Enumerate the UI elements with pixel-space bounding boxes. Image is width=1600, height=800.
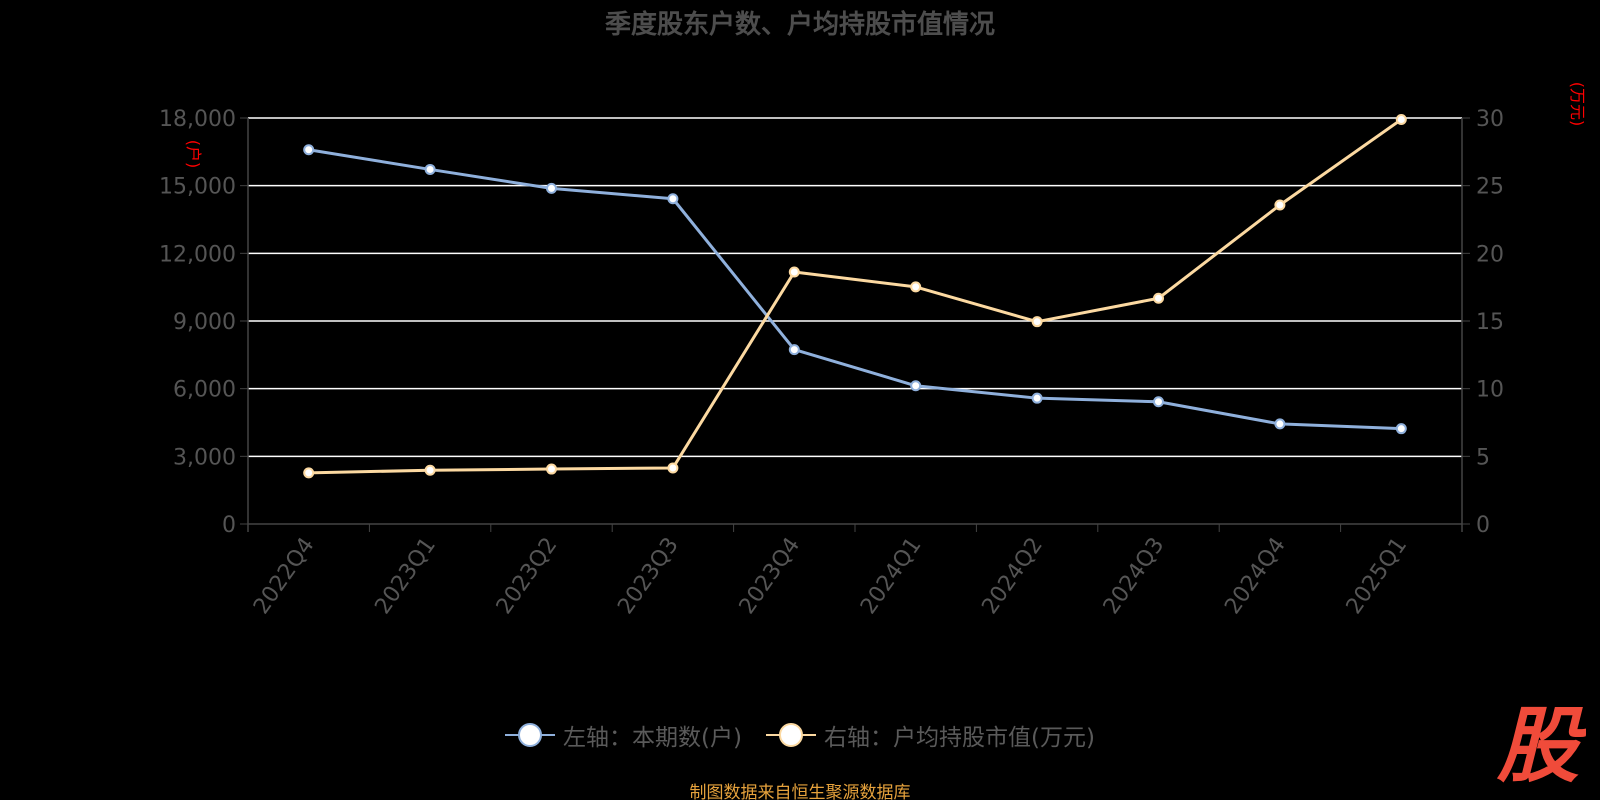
x-axis-category-label: 2025Q1 <box>1342 533 1413 619</box>
series-point-left <box>303 144 315 156</box>
series-point-left <box>546 182 557 194</box>
right-axis-tick-label: 30 <box>1476 107 1504 132</box>
right-axis-tick-label: 10 <box>1476 378 1504 403</box>
legend-label-left-series: 左轴：本期数(户) <box>563 725 742 751</box>
series-line-right <box>308 118 1403 475</box>
series-point-left <box>1395 423 1407 435</box>
right-axis-tick-label: 15 <box>1476 310 1504 335</box>
grid-layer <box>248 117 1462 458</box>
series-point-left <box>1153 396 1164 408</box>
logo-glyph: 股 <box>1496 700 1586 790</box>
left-axis-tick-label: 3,000 <box>173 445 236 470</box>
series-point-left <box>424 163 436 175</box>
x-axis-category-label: 2024Q3 <box>1099 533 1170 619</box>
series-point-right <box>1395 113 1407 125</box>
series-point-left <box>910 380 922 392</box>
x-axis-category-label: 2023Q1 <box>370 533 441 619</box>
x-axis-category-label: 2024Q2 <box>977 533 1048 619</box>
series-point-right <box>424 464 436 476</box>
legend-item-left-series[interactable]: 左轴：本期数(户) <box>505 718 742 752</box>
x-axis-category-label: 2023Q2 <box>492 533 563 619</box>
axis-layer: 0 0 3,000 5 6,000 10 9,000 15 12,000 20 15,000 25 18… <box>159 82 1587 619</box>
series-point-right <box>667 462 679 474</box>
series-point-right <box>1274 199 1286 211</box>
left-axis-tick-label: 6,000 <box>173 378 236 403</box>
series-point-left <box>788 344 800 356</box>
x-axis-category-label: 2023Q4 <box>735 533 806 619</box>
chart-title: 季度股东户数、户均持股市值情况 <box>604 10 995 40</box>
series-point-right <box>1031 316 1043 328</box>
series-point-right <box>910 281 922 293</box>
legend-marker-right-icon <box>766 722 816 748</box>
chart-legend[interactable]: 左轴：本期数(户) 右轴：户均持股市值(万元) <box>0 718 1600 752</box>
right-axis-tick-label: 20 <box>1476 242 1504 267</box>
left-axis-tick-label: 18,000 <box>159 107 236 132</box>
series-point-right <box>1153 292 1164 304</box>
series-point-right <box>546 463 557 475</box>
series-line-left <box>308 148 1402 431</box>
right-axis-unit-label: (万元) <box>1568 82 1587 127</box>
logo-mark: 股 <box>1496 700 1586 790</box>
right-axis-tick-label: 25 <box>1476 175 1504 200</box>
left-axis-tick-label: 12,000 <box>159 242 236 267</box>
series-point-left <box>1274 418 1286 430</box>
right-axis-tick-label: 5 <box>1476 445 1490 470</box>
legend-label-right-series: 右轴：户均持股市值(万元) <box>824 725 1095 751</box>
left-axis-unit-label: (户) <box>184 140 203 169</box>
left-axis-tick-label: 0 <box>222 513 236 538</box>
legend-marker-left-icon <box>505 722 556 748</box>
x-axis-category-label: 2024Q4 <box>1220 533 1291 619</box>
series-point-right <box>788 266 800 278</box>
x-axis-category-label: 2023Q3 <box>613 533 684 619</box>
series-point-left <box>667 193 679 205</box>
left-axis-tick-label: 15,000 <box>159 175 236 200</box>
series-layer <box>303 113 1407 479</box>
left-axis-tick-label: 9,000 <box>173 310 236 335</box>
series-point-left <box>1031 392 1043 404</box>
x-axis-category-label: 2024Q1 <box>856 533 927 619</box>
legend-item-right-series[interactable]: 右轴：户均持股市值(万元) <box>766 718 1095 752</box>
x-axis-category-label: 2022Q4 <box>249 533 320 619</box>
data-source-note: 制图数据来自恒生聚源数据库 <box>689 783 911 800</box>
right-axis-tick-label: 0 <box>1476 513 1490 538</box>
series-point-right <box>303 467 315 479</box>
